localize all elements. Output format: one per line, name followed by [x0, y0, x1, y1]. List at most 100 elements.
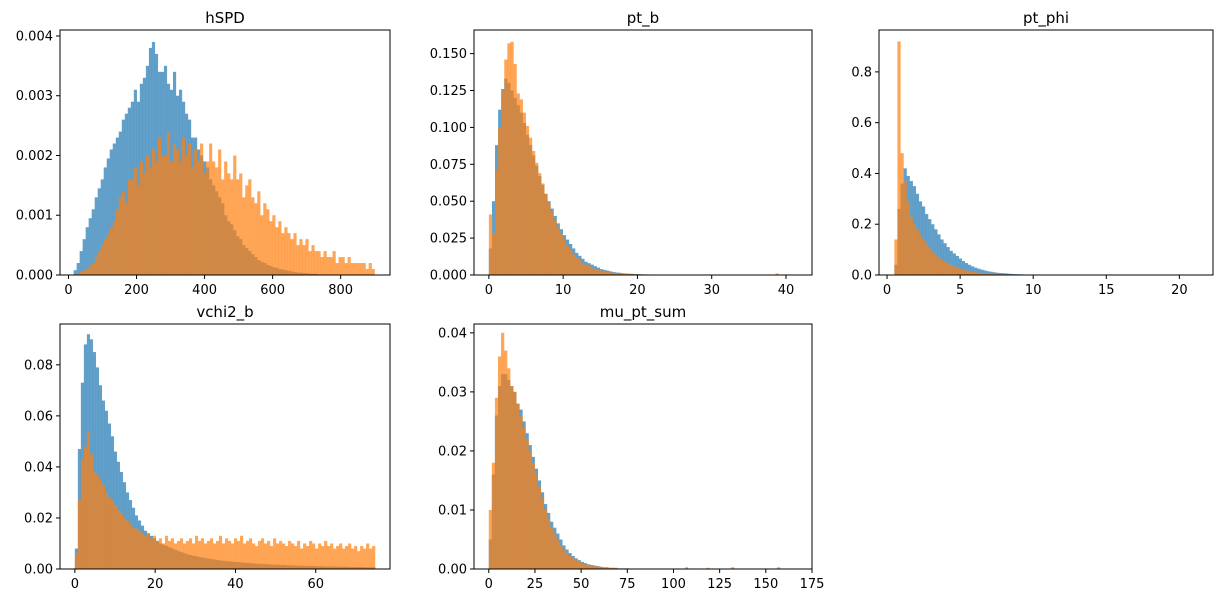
hist-bar-series-2 — [931, 252, 935, 275]
hist-bar-series-2 — [100, 245, 104, 275]
hist-bar-series-2 — [359, 263, 363, 275]
hist-bar-series-2 — [504, 59, 508, 275]
hist-bar-series-2 — [602, 271, 607, 275]
hist-bar-series-1 — [89, 339, 94, 569]
hist-bar-series-2 — [357, 551, 361, 569]
hist-bar-series-2 — [218, 535, 223, 569]
hist-bar-series-2 — [586, 564, 591, 569]
histogram-bars — [488, 41, 779, 275]
x-tick-label: 50 — [573, 577, 590, 592]
hist-bar-series-2 — [266, 209, 270, 275]
hist-bar-series-2 — [80, 459, 85, 569]
hist-bar-series-2 — [293, 233, 297, 275]
hist-bar-series-2 — [365, 269, 369, 275]
hist-bar-series-2 — [348, 543, 352, 569]
hist-bar-series-2 — [339, 543, 343, 569]
hist-bar-series-2 — [264, 543, 268, 569]
hist-bar-series-2 — [335, 263, 339, 275]
hist-bar-series-2 — [353, 263, 357, 275]
hist-bar-series-2 — [104, 492, 109, 569]
hist-bar-series-1 — [983, 270, 987, 275]
hist-bar-series-2 — [260, 215, 264, 275]
hist-bar-series-2 — [730, 567, 735, 569]
hist-bar-series-2 — [550, 527, 554, 569]
x-tick-label: 0 — [485, 283, 493, 298]
hist-bar-series-2 — [547, 202, 551, 275]
hist-bar-series-2 — [209, 143, 213, 275]
hist-bar-series-2 — [584, 264, 588, 275]
hist-bar-series-2 — [912, 224, 916, 275]
hist-bar-series-1 — [934, 229, 938, 275]
y-tick-label: 0.04 — [24, 460, 53, 475]
hist-bar-series-2 — [327, 546, 331, 569]
hist-bar-series-2 — [203, 543, 208, 569]
x-tick-label: 0 — [71, 577, 79, 592]
hist-bar-series-2 — [906, 201, 910, 275]
hist-bar-series-2 — [291, 543, 295, 569]
hist-bar-series-2 — [172, 143, 177, 275]
x-tick-label: 40 — [778, 283, 795, 298]
hist-bar-series-2 — [522, 112, 526, 275]
hist-bar-series-1 — [82, 239, 86, 275]
hist-bar-series-2 — [491, 462, 496, 569]
hist-bar-series-2 — [92, 472, 97, 569]
hist-bar-series-1 — [1004, 273, 1009, 275]
hist-bar-series-2 — [347, 257, 351, 275]
hist-bar-series-2 — [134, 528, 139, 569]
hist-bar-series-2 — [627, 273, 631, 275]
hist-bar-series-2 — [74, 553, 78, 569]
y-tick-label: 0.01 — [438, 503, 467, 518]
hist-bar-series-2 — [167, 540, 172, 569]
hist-bar-series-2 — [148, 167, 153, 275]
hist-bar-series-2 — [149, 538, 154, 569]
hist-bar-series-2 — [507, 368, 511, 569]
hist-bar-series-2 — [955, 267, 959, 275]
chart-vchi2-b: 0 20 40 60 0.00 0.02 0.04 0.06 0.08 vchi2_b — [24, 303, 391, 592]
y-tick-label: 0.02 — [24, 511, 53, 526]
hist-bar-series-1 — [92, 352, 97, 569]
hist-bar-series-2 — [197, 161, 201, 275]
y-tick-label: 0.08 — [24, 358, 53, 373]
hist-bar-series-2 — [581, 263, 585, 275]
hist-bar-series-2 — [952, 266, 956, 275]
hist-bar-series-2 — [234, 538, 238, 569]
hist-bar-series-2 — [309, 540, 313, 569]
chart-mu-pt-sum: 0 25 50 75 100 125 150 175 0.00 0.01 0.02 0.03 0.04 m… — [438, 303, 824, 592]
hist-bar-series-2 — [222, 543, 226, 569]
hist-bar-series-2 — [568, 556, 572, 569]
hist-bar-series-2 — [356, 263, 360, 275]
hist-bar-series-2 — [909, 216, 913, 275]
hist-bar-series-2 — [275, 227, 279, 275]
hist-bar-series-1 — [986, 271, 990, 275]
hist-bar-series-2 — [488, 214, 493, 275]
hist-bar-series-1 — [989, 271, 993, 275]
hist-bar-series-2 — [897, 41, 901, 275]
hist-bar-series-2 — [118, 197, 122, 275]
hist-bar-series-1 — [104, 410, 109, 569]
hist-bar-series-1 — [952, 253, 956, 275]
y-tick-label: 0.004 — [16, 29, 53, 44]
hist-bar-series-2 — [491, 233, 496, 275]
axes-frame — [473, 29, 813, 276]
hist-bar-series-2 — [940, 259, 944, 275]
y-tick-label: 0.075 — [430, 158, 467, 173]
hist-bar-series-2 — [324, 540, 328, 569]
chart-title: mu_pt_sum — [600, 303, 686, 322]
hist-bar-series-2 — [166, 131, 171, 275]
x-tick-label: 200 — [124, 283, 149, 298]
hist-bar-series-2 — [971, 271, 975, 275]
hist-bar-series-2 — [270, 546, 274, 569]
hist-bar-series-2 — [934, 254, 938, 275]
hist-bar-series-2 — [131, 528, 136, 569]
hist-bar-series-2 — [519, 415, 523, 569]
hist-bar-series-2 — [928, 248, 932, 275]
hist-bar-series-2 — [553, 533, 557, 569]
x-tick-label: 150 — [753, 577, 778, 592]
hist-bar-series-2 — [154, 161, 159, 275]
hist-bar-series-2 — [249, 538, 253, 569]
hist-bar-series-2 — [354, 546, 358, 569]
hist-bar-series-1 — [1010, 273, 1015, 275]
hist-bar-series-2 — [136, 185, 140, 275]
hist-bar-series-2 — [974, 272, 978, 275]
hist-bar-series-2 — [915, 229, 920, 275]
